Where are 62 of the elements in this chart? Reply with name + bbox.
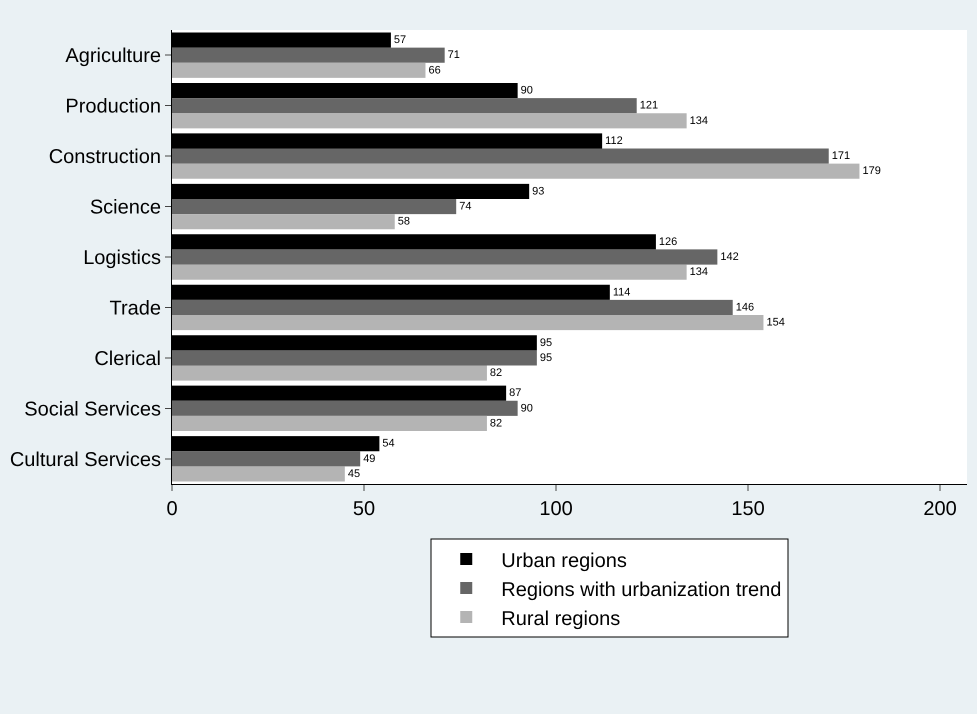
data-label: 93 [532, 185, 544, 198]
y-tick-label: Production [65, 96, 161, 118]
legend-label: Urban regions [501, 550, 627, 572]
bar [172, 416, 487, 432]
data-label: 95 [540, 336, 552, 349]
bar [172, 164, 860, 179]
data-label: 146 [736, 301, 754, 314]
data-label: 171 [832, 150, 850, 162]
y-tick-label: Trade [109, 297, 161, 320]
legend-label: Rural regions [501, 608, 620, 630]
y-tick-label: Social Services [24, 398, 161, 420]
bar [172, 98, 637, 114]
data-label: 66 [428, 64, 441, 76]
bar [172, 466, 345, 482]
data-label: 82 [490, 417, 502, 430]
bar [172, 451, 360, 466]
data-label: 95 [540, 352, 552, 364]
x-tick-label: 150 [731, 498, 765, 520]
data-label: 71 [448, 49, 460, 62]
data-label: 90 [520, 84, 533, 97]
bar [172, 198, 456, 214]
data-label: 121 [640, 100, 658, 112]
y-tick-label: Construction [48, 146, 161, 168]
x-tick-label: 100 [539, 498, 573, 520]
data-label: 154 [766, 316, 785, 329]
bar [172, 365, 487, 381]
bar [172, 148, 829, 164]
data-label: 82 [490, 367, 502, 380]
data-label: 49 [363, 452, 376, 465]
data-label: 74 [459, 200, 472, 213]
y-tick-label: Science [90, 196, 161, 219]
bar [172, 214, 395, 230]
y-tick-label: Clerical [94, 348, 161, 370]
bar [172, 62, 426, 78]
x-tick-label: 0 [166, 498, 178, 520]
data-label: 58 [398, 216, 410, 228]
data-label: 54 [382, 438, 395, 450]
data-label: 179 [862, 165, 881, 178]
data-label: 142 [720, 251, 739, 263]
legend-label: Regions with urbanization trend [501, 578, 782, 601]
data-label: 45 [348, 468, 360, 480]
bar [172, 48, 445, 63]
bar [172, 400, 518, 416]
bar [172, 249, 718, 265]
bar [172, 264, 687, 280]
bar [172, 315, 764, 330]
data-label: 90 [520, 402, 533, 414]
bar [172, 113, 687, 128]
data-label: 112 [605, 134, 623, 147]
bar [172, 300, 733, 316]
x-tick-label: 200 [923, 498, 957, 520]
data-label: 126 [658, 236, 678, 248]
data-label: 114 [612, 286, 630, 298]
y-tick-label: Agriculture [65, 45, 161, 68]
data-label: 134 [690, 266, 708, 278]
data-label: 87 [509, 387, 522, 400]
x-tick-label: 50 [352, 498, 376, 520]
y-tick-label: Cultural Services [10, 448, 161, 471]
bar [172, 350, 537, 366]
data-label: 57 [394, 34, 406, 46]
data-label: 134 [690, 114, 708, 127]
y-tick-label: Logistics [83, 247, 161, 269]
